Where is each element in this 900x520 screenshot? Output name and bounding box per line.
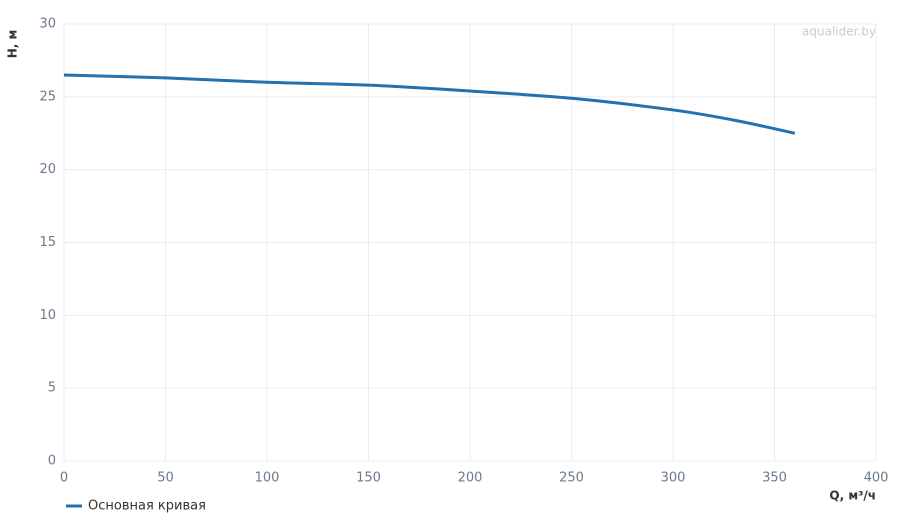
y-tick-label: 0 — [48, 454, 56, 469]
x-tick-label: 200 — [458, 471, 483, 486]
y-axis-title: H, м — [6, 30, 20, 59]
x-tick-label: 250 — [559, 471, 584, 486]
y-tick-label: 25 — [39, 89, 56, 104]
y-tick-label: 10 — [39, 308, 56, 323]
x-tick-label: 300 — [661, 471, 686, 486]
x-tick-label: 150 — [356, 471, 381, 486]
y-tick-label: 20 — [39, 162, 56, 177]
y-tick-label: 30 — [39, 17, 56, 32]
y-tick-label: 5 — [48, 381, 56, 396]
curve — [63, 73, 796, 135]
legend-label: Основная кривая — [88, 499, 206, 514]
y-tick-label: 15 — [39, 235, 56, 250]
x-axis-title: Q, м³/ч — [829, 489, 876, 503]
x-tick-label: 50 — [157, 471, 174, 486]
watermark: aqualider.by — [802, 25, 876, 39]
x-tick-label: 100 — [255, 471, 280, 486]
x-tick-label: 350 — [762, 471, 787, 486]
x-tick-label: 0 — [60, 471, 68, 486]
x-tick-label: 400 — [864, 471, 889, 486]
